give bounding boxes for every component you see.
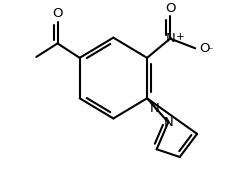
- Text: O: O: [52, 7, 63, 20]
- Text: N: N: [165, 32, 175, 45]
- Text: O: O: [165, 1, 175, 15]
- Text: N: N: [150, 102, 160, 115]
- Text: O: O: [199, 42, 209, 55]
- Text: ⁻: ⁻: [208, 46, 213, 56]
- Text: N: N: [163, 116, 173, 129]
- Text: +: +: [176, 32, 184, 42]
